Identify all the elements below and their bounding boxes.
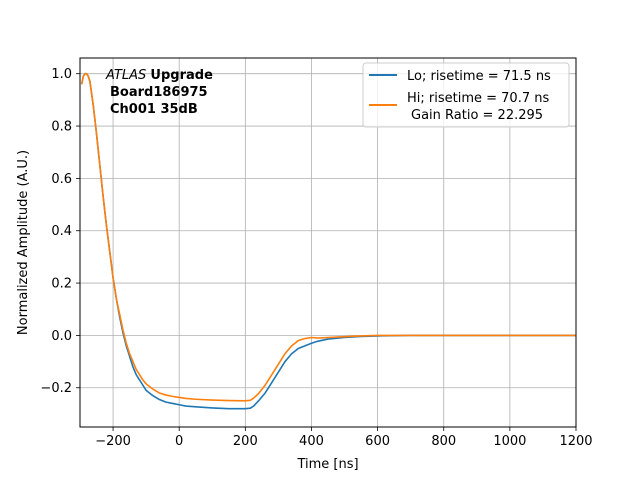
x-tick-label: 0 (175, 434, 183, 449)
y-tick-label: 0.8 (51, 120, 72, 135)
y-tick-label: 1.0 (51, 67, 72, 82)
x-tick-label: 1200 (559, 434, 592, 449)
y-tick-label: 0.4 (51, 224, 72, 239)
y-tick-label: −0.2 (40, 381, 72, 396)
x-tick-label: 800 (431, 434, 456, 449)
annotation-atlas: ATLAS (105, 68, 146, 83)
plot-frame (79, 57, 577, 428)
y-tick-label: 0.2 (51, 277, 72, 292)
y-tick-label: 0.0 (51, 329, 72, 344)
x-tick-label: 200 (233, 434, 258, 449)
series-line-hi (80, 72, 576, 402)
legend-label-hi: Hi; risetime = 70.7 ns (407, 91, 549, 106)
legend-label-lo: Lo; risetime = 71.5 ns (407, 69, 551, 84)
ticks: −200 0 200 400 600 800 1000 1200 −0.2 0.0 0.2 0.4 0.… (40, 67, 592, 449)
series-lines (80, 72, 576, 410)
x-tick-label: −200 (95, 434, 131, 449)
x-axis-label: Time [ns] (296, 457, 358, 472)
annotation-upgrade: Upgrade (150, 68, 213, 83)
annotation-line-1: ATLAS Upgrade (105, 68, 213, 83)
x-tick-label: 400 (299, 434, 324, 449)
annotation: ATLAS Upgrade Board186975 Ch001 35dB (105, 68, 213, 117)
y-axis-label: Normalized Amplitude (A.U.) (16, 150, 31, 335)
annotation-line-3: Ch001 35dB (110, 102, 198, 117)
legend-box (362, 62, 570, 128)
legend-label-hi-gain: Gain Ratio = 22.295 (411, 108, 543, 123)
y-tick-label: 0.6 (51, 172, 72, 187)
annotation-line-2: Board186975 (110, 85, 208, 100)
x-tick-label: 1000 (493, 434, 526, 449)
x-tick-label: 600 (365, 434, 390, 449)
legend: Lo; risetime = 71.5 ns Hi; risetime = 70… (362, 62, 570, 128)
